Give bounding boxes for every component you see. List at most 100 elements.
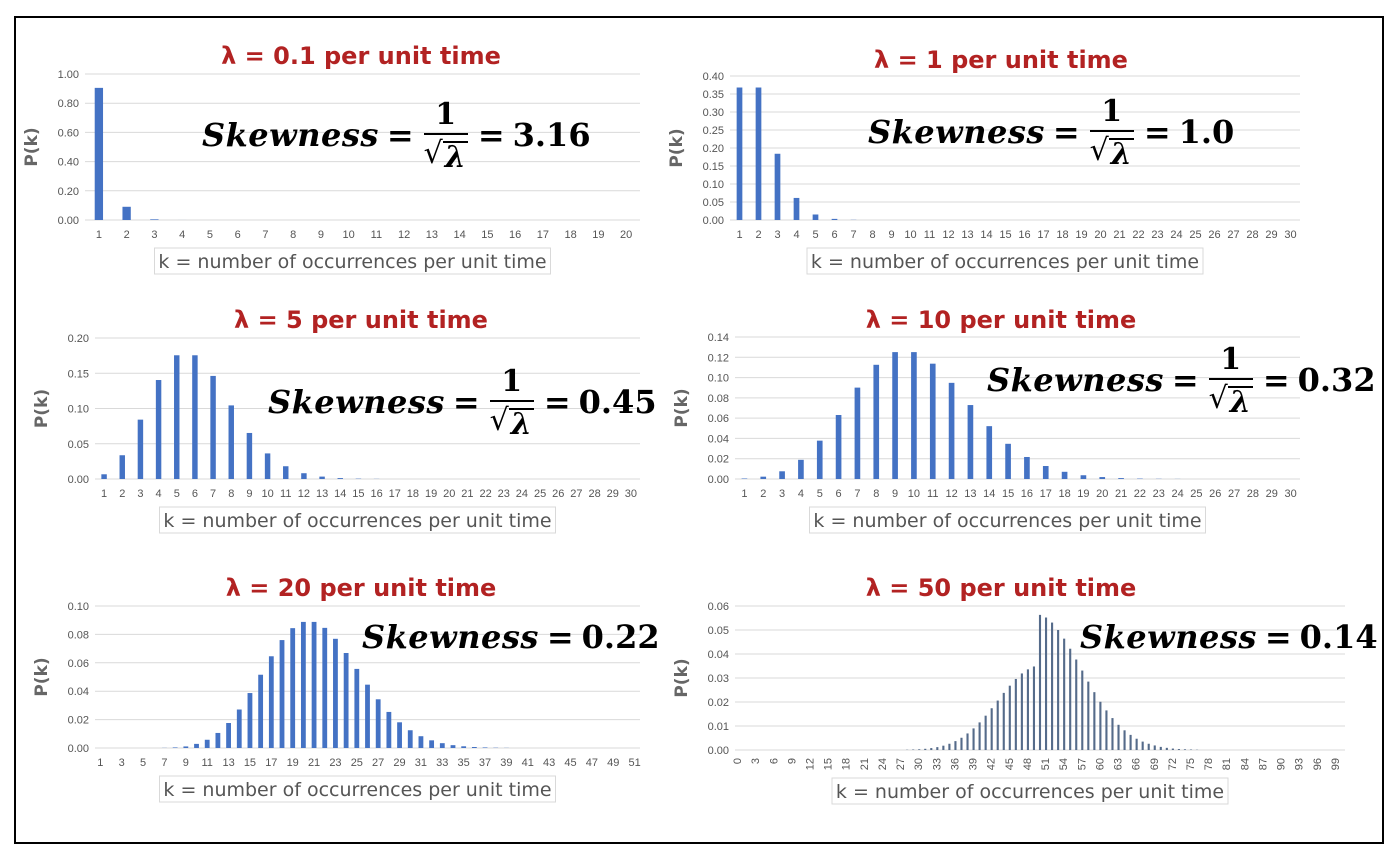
x-tick-label: 36 <box>949 758 961 770</box>
bar <box>924 748 927 750</box>
sqrt-sign: √ <box>489 403 509 438</box>
bar <box>1123 730 1126 750</box>
skewness-value: 0.32 <box>1297 361 1376 399</box>
x-tick-label: 9 <box>786 758 798 764</box>
chart-panel: λ = 50 per unit time 0.00 0.01 0.02 0.03 0.04… <box>16 18 1382 842</box>
skewness-formula: Skewness = 1 √ λ = 1.0 <box>868 94 1234 170</box>
bar <box>1032 666 1036 750</box>
x-tick-label: 84 <box>1239 758 1251 770</box>
fraction: 1 √ λ <box>489 364 534 440</box>
skewness-word: Skewness <box>268 383 445 421</box>
x-tick-label: 15 <box>823 758 835 770</box>
equals-sign: = <box>1052 113 1080 151</box>
equals-sign: = <box>386 116 414 154</box>
fraction-numerator: 1 <box>501 364 523 399</box>
skewness-formula: Skewness = 1 √ λ = 0.45 <box>268 364 657 440</box>
fraction-denominator: √ λ <box>1209 380 1253 418</box>
bar <box>1014 678 1017 750</box>
fraction-bar <box>1208 378 1253 380</box>
bar <box>1044 617 1048 750</box>
lambda-symbol: λ <box>442 140 468 175</box>
skewness-formula: Skewness = 1 √ λ = 0.32 <box>987 342 1376 418</box>
x-tick-label: 42 <box>986 758 998 770</box>
fraction-bar <box>1089 130 1134 132</box>
bar <box>984 715 987 750</box>
x-axis-label: k = number of occurrences per unit time <box>836 781 1224 803</box>
bar <box>972 728 975 750</box>
skewness-value: 0.45 <box>578 383 657 421</box>
x-tick-label: 39 <box>968 758 980 770</box>
equals-sign: = <box>1262 361 1290 399</box>
x-tick-label: 0 <box>732 758 744 764</box>
lambda-symbol: λ <box>1227 385 1253 420</box>
skewness-value: 0.22 <box>581 618 660 656</box>
lambda-symbol: λ <box>1108 137 1134 172</box>
bar <box>960 737 963 750</box>
y-tick-label: 0.03 <box>708 673 729 685</box>
bar <box>948 743 951 750</box>
bar <box>1165 747 1168 750</box>
skewness-word: Skewness <box>987 361 1164 399</box>
fraction-bar <box>489 400 534 402</box>
bar <box>1183 749 1187 750</box>
fraction: 1 √ λ <box>423 97 468 173</box>
y-tick-label: 0.01 <box>708 721 729 733</box>
x-tick-label: 87 <box>1257 758 1269 770</box>
fraction-denominator: √ λ <box>424 135 468 173</box>
bar <box>1171 748 1174 750</box>
x-tick-label: 45 <box>1004 758 1016 770</box>
equals-sign: = <box>543 383 571 421</box>
bar <box>966 733 969 750</box>
x-tick-label: 90 <box>1276 758 1288 770</box>
x-tick-label: 63 <box>1113 758 1125 770</box>
sqrt-sign: √ <box>423 136 443 171</box>
fraction: 1 √ λ <box>1208 342 1253 418</box>
bar <box>1063 638 1066 750</box>
chart-title: λ = 10 per unit time <box>865 306 1137 334</box>
x-tick-label: 54 <box>1058 758 1070 770</box>
fraction-numerator: 1 <box>1101 94 1123 129</box>
bar <box>1002 692 1005 750</box>
x-tick-label: 51 <box>1040 758 1052 770</box>
y-tick-label: 0.05 <box>708 625 729 637</box>
bar <box>1135 738 1138 750</box>
x-tick-label: 81 <box>1221 758 1233 770</box>
equals-sign: = <box>1171 361 1199 399</box>
y-tick-label: 0.00 <box>708 745 729 757</box>
y-tick-label: 0.04 <box>708 649 729 661</box>
chart-title: λ = 5 per unit time <box>234 306 488 334</box>
skewness-value: 1.0 <box>1178 113 1235 151</box>
chart-title: λ = 1 per unit time <box>874 46 1128 74</box>
equals-sign: = <box>477 116 505 154</box>
y-tick-label: 0.02 <box>708 697 729 709</box>
chart-title: λ = 20 per unit time <box>225 574 497 602</box>
x-tick-label: 72 <box>1167 758 1179 770</box>
equals-sign: = <box>1264 618 1292 656</box>
bar <box>1147 743 1150 750</box>
equals-sign: = <box>452 383 480 421</box>
bar <box>990 708 993 750</box>
x-tick-label: 66 <box>1131 758 1143 770</box>
bar <box>1038 614 1042 750</box>
x-tick-label: 33 <box>931 758 943 770</box>
bar <box>918 749 921 750</box>
x-tick-label: 18 <box>841 758 853 770</box>
bar <box>942 745 945 750</box>
x-tick-label: 69 <box>1149 758 1161 770</box>
skewness-value: 3.16 <box>512 116 591 154</box>
bar <box>996 700 999 750</box>
fraction-bar <box>423 133 468 135</box>
bar <box>1051 622 1054 750</box>
bar <box>1099 701 1102 750</box>
skewness-word: Skewness <box>1080 618 1257 656</box>
fraction-denominator: √ λ <box>490 402 534 440</box>
equals-sign: = <box>1143 113 1171 151</box>
x-tick-label: 3 <box>750 758 762 764</box>
bar <box>1111 718 1114 750</box>
y-tick-label: 0.06 <box>708 601 729 613</box>
fraction-numerator: 1 <box>1220 342 1242 377</box>
bar <box>1159 746 1162 750</box>
y-axis-label: P(k) <box>672 658 692 697</box>
skewness-formula: Skewness = 0.14 <box>1080 618 1378 656</box>
